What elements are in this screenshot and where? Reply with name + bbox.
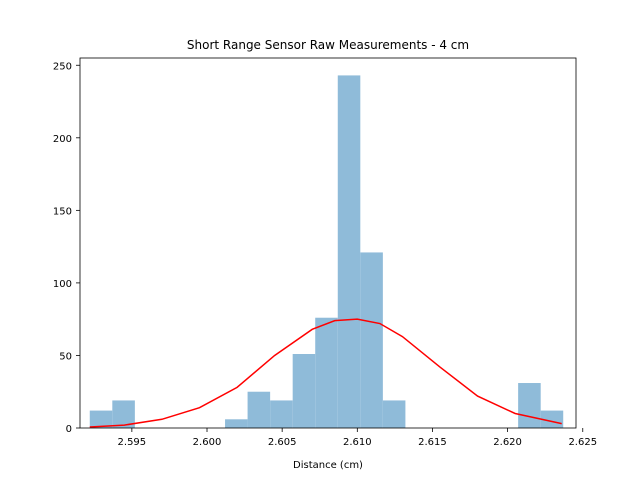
histogram-bar	[315, 317, 338, 428]
y-tick-label: 200	[53, 134, 72, 145]
histogram-bar	[89, 410, 113, 428]
y-tick-label: 150	[53, 206, 72, 217]
plot-frame	[79, 57, 577, 429]
y-tick-label: 0	[66, 424, 72, 435]
histogram-bar	[337, 75, 361, 428]
histogram-bar	[225, 419, 248, 428]
chart-title: Short Range Sensor Raw Measurements - 4 …	[187, 38, 469, 52]
x-tick-label: 2.615	[418, 437, 447, 448]
gaussian-fit-line	[89, 318, 562, 428]
y-tick-label: 50	[59, 351, 72, 362]
histogram-bar	[292, 354, 316, 428]
histogram-bar	[247, 391, 271, 428]
histogram-bar	[112, 400, 135, 428]
x-axis-label: Distance (cm)	[293, 460, 363, 471]
histogram-bar	[270, 400, 293, 428]
x-tick-label: 2.600	[193, 437, 222, 448]
histogram-bar	[382, 400, 406, 428]
x-tick-label: 2.595	[118, 437, 147, 448]
x-tick-label: 2.625	[568, 437, 597, 448]
x-tick-label: 2.620	[493, 437, 522, 448]
x-tick-label: 2.610	[343, 437, 372, 448]
histogram-bars	[89, 75, 564, 428]
y-tick-label: 250	[53, 61, 72, 72]
y-axis-ticks: 0 50 100 150 200 250	[53, 61, 80, 435]
histogram-bar	[360, 252, 383, 428]
x-tick-label: 2.605	[268, 437, 297, 448]
histogram-bar	[518, 383, 541, 428]
y-tick-label: 100	[53, 279, 72, 290]
x-axis-ticks: 2.595 2.600 2.605 2.610 2.615 2.620 2.625	[118, 428, 597, 448]
histogram-bar	[540, 410, 564, 428]
